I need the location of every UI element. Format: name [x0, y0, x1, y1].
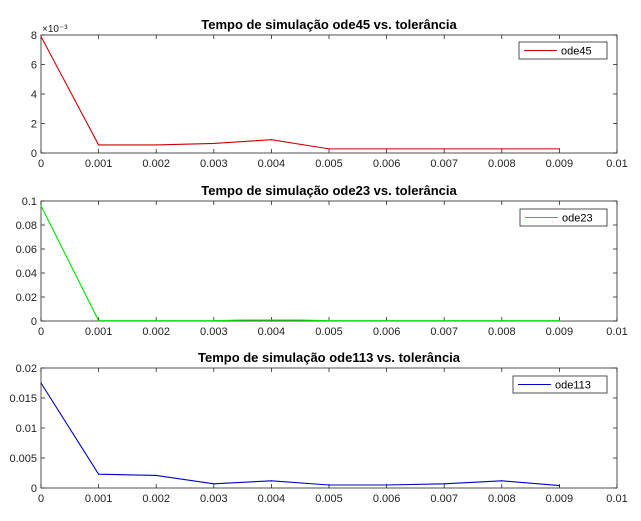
legend-label: ode113	[555, 380, 591, 392]
data-point	[155, 320, 157, 322]
data-point	[270, 480, 272, 482]
data-point	[558, 320, 561, 322]
y-tick-label: 0.06	[16, 244, 37, 256]
x-tick-label: 0.001	[85, 493, 113, 505]
y-tick-label: 0	[31, 483, 37, 495]
x-tick-label: 0.007	[430, 158, 458, 170]
data-point	[501, 148, 503, 150]
x-tick-label: 0.001	[85, 326, 113, 338]
y-tick-label: 0.005	[9, 453, 37, 465]
data-point	[558, 148, 561, 150]
x-tick-label: 0.007	[430, 326, 458, 338]
x-tick-label: 0.01	[606, 493, 627, 505]
x-tick-label: 0.008	[488, 493, 516, 505]
legend-box	[512, 375, 608, 394]
y-tick-label: 0.02	[16, 292, 37, 304]
x-tick-label: 0.001	[85, 158, 113, 170]
x-tick-label: 0.003	[200, 158, 228, 170]
data-point	[98, 144, 100, 146]
y-tick-label: 0	[31, 148, 37, 160]
data-point	[40, 205, 42, 207]
chart-2: Tempo de simulação ode23 vs. tolerância 0…	[16, 183, 628, 338]
data-point	[386, 320, 388, 322]
x-tick-label: 0.002	[142, 493, 170, 505]
y-tick-label: 0.01	[16, 423, 37, 435]
y-tick-label: 0.04	[16, 268, 37, 280]
data-point	[299, 319, 301, 321]
y-tick-label: 6	[31, 60, 37, 72]
data-point	[386, 148, 388, 150]
data-point	[213, 320, 215, 322]
x-tick-label: 0.009	[546, 326, 574, 338]
x-tick-label: 0.006	[373, 158, 401, 170]
series-line-ode45	[40, 36, 560, 150]
data-point	[328, 320, 330, 322]
legend-label: ode23	[562, 213, 593, 225]
data-point	[443, 483, 445, 485]
x-tick-label: 0.006	[373, 326, 401, 338]
series-line-ode113	[40, 382, 560, 487]
x-tick-label: 0.002	[142, 326, 170, 338]
data-point	[40, 382, 42, 384]
x-tick-label: 0.008	[488, 158, 516, 170]
x-tick-label: 0.009	[546, 158, 574, 170]
data-point	[242, 319, 244, 321]
data-point	[155, 474, 157, 476]
x-tick-label: 0.004	[258, 493, 286, 505]
x-tick-label: 0.007	[430, 493, 458, 505]
x-tick-label: 0	[38, 158, 44, 170]
data-point	[328, 484, 330, 486]
data-point	[270, 139, 272, 141]
x-tick-label: 0.003	[200, 493, 228, 505]
data-point	[328, 148, 330, 150]
x-tick-label: 0	[38, 493, 44, 505]
y-exponent-label: ×10⁻³	[42, 24, 68, 35]
x-tick-label: 0.005	[315, 158, 343, 170]
y-tick-label: 8	[31, 30, 37, 42]
y-tick-label: 0.015	[9, 393, 37, 405]
x-tick-label: 0.01	[606, 326, 627, 338]
chart-title: Tempo de simulação ode23 vs. tolerância	[201, 183, 457, 198]
x-tick-label: 0.008	[488, 326, 516, 338]
y-tick-label: 0	[31, 316, 37, 328]
y-tick-label: 0.02	[16, 363, 37, 375]
legend-label: ode45	[561, 46, 592, 58]
data-point	[98, 320, 100, 322]
data-point	[443, 320, 445, 322]
chart-1: Tempo de simulação ode45 vs. tolerância 0…	[31, 17, 628, 170]
x-tick-label: 0.004	[258, 326, 286, 338]
data-point	[98, 473, 100, 475]
data-point	[386, 484, 388, 486]
legend-box	[519, 208, 608, 227]
x-tick-label: 0.002	[142, 158, 170, 170]
x-tick-label: 0.005	[315, 493, 343, 505]
data-point	[501, 320, 503, 322]
data-point	[155, 144, 157, 146]
data-point	[558, 485, 561, 487]
y-tick-label: 0.08	[16, 220, 37, 232]
x-tick-label: 0.005	[315, 326, 343, 338]
chart-title: Tempo de simulação ode45 vs. tolerância	[201, 17, 457, 32]
y-tick-label: 0.1	[22, 196, 37, 208]
x-tick-label: 0.006	[373, 493, 401, 505]
y-tick-label: 4	[31, 89, 37, 101]
x-tick-label: 0.003	[200, 326, 228, 338]
x-tick-label: 0.004	[258, 158, 286, 170]
chart-3: Tempo de simulação ode113 vs. tolerância…	[9, 350, 627, 505]
legend-box	[518, 41, 608, 60]
data-point	[213, 483, 215, 485]
x-tick-label: 0.01	[606, 158, 627, 170]
x-tick-label: 0	[38, 326, 44, 338]
data-point	[443, 148, 445, 150]
y-tick-label: 2	[31, 119, 37, 131]
data-point	[40, 35, 42, 38]
data-point	[501, 480, 503, 482]
x-tick-label: 0.009	[546, 493, 574, 505]
data-point	[213, 142, 215, 145]
chart-title: Tempo de simulação ode113 vs. tolerância	[198, 350, 461, 365]
